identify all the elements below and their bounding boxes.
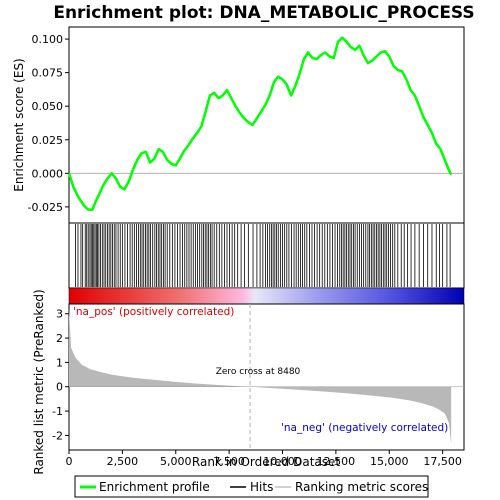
metric-y-label: Ranked list metric (PreRanked)	[32, 289, 46, 474]
es-y-tick-label: 0.100	[32, 33, 64, 46]
hits-marks	[75, 224, 451, 287]
metric-y-tick-label: 1	[56, 356, 63, 369]
legend-label-metric: Ranking metric scores	[295, 480, 428, 494]
metric-y-tick-label: 2	[56, 332, 63, 345]
es-y-label: Enrichment score (ES)	[12, 58, 26, 191]
es-y-tick-label: 0.000	[32, 167, 64, 180]
x-tick-label: 15,000	[370, 455, 409, 468]
metric-y-axis: -2 -1 0 1 2 3	[52, 308, 69, 442]
legend: Enrichment profile Hits Ranking metric s…	[74, 475, 429, 498]
x-tick-label: 2,500	[107, 455, 139, 468]
rank-color-bar	[68, 287, 465, 305]
es-panel-frame	[68, 26, 465, 224]
x-tick-label: 7,500	[213, 455, 245, 468]
es-y-tick-label: 0.075	[32, 67, 64, 80]
metric-panel-frame	[68, 303, 465, 451]
es-panel: -0.025 0.000 0.025 0.050 0.075 0.100	[28, 26, 465, 224]
hits-panel	[68, 222, 465, 289]
x-axis: 0 2,500 5,000 7,500 10,000 12,500 15,000 17,500	[66, 450, 462, 468]
x-axis-label: Rank in Ordered Dataset	[192, 455, 340, 469]
es-series	[67, 36, 453, 211]
metric-y-tick-label: -2	[52, 429, 63, 442]
es-y-tick-label: 0.025	[32, 134, 64, 147]
x-tick-label: 12,500	[317, 455, 356, 468]
metric-y-tick-label: 3	[56, 308, 63, 321]
metric-panel: -2 -1 0 1 2 3	[52, 303, 465, 451]
metric-y-tick-label: 0	[56, 381, 63, 394]
legend-label-hits: Hits	[250, 480, 273, 494]
legend-label-enrichment: Enrichment profile	[99, 480, 210, 494]
pos-correlation-label: 'na_pos' (positively correlated)	[73, 306, 234, 318]
x-tick-label: 17,500	[423, 455, 462, 468]
x-tick-label: 5,000	[160, 455, 192, 468]
enrichment-profile-line	[67, 36, 453, 211]
es-y-tick-label: 0.050	[32, 100, 64, 113]
metric-y-tick-label: -1	[52, 405, 63, 418]
es-y-axis: -0.025 0.000 0.025 0.050 0.075 0.100	[28, 33, 69, 214]
x-tick-label: 10,000	[263, 455, 302, 468]
zero-cross-label: Zero cross at 8480	[216, 367, 301, 377]
neg-correlation-label: 'na_neg' (negatively correlated)	[281, 422, 448, 434]
chart-title: Enrichment plot: DNA_METABOLIC_PROCESS	[53, 3, 474, 23]
es-y-tick-label: -0.025	[28, 201, 63, 214]
metric-area	[69, 308, 464, 446]
x-tick-label: 0	[66, 455, 73, 468]
legend-frame	[74, 475, 429, 498]
hits-panel-frame	[68, 222, 465, 289]
